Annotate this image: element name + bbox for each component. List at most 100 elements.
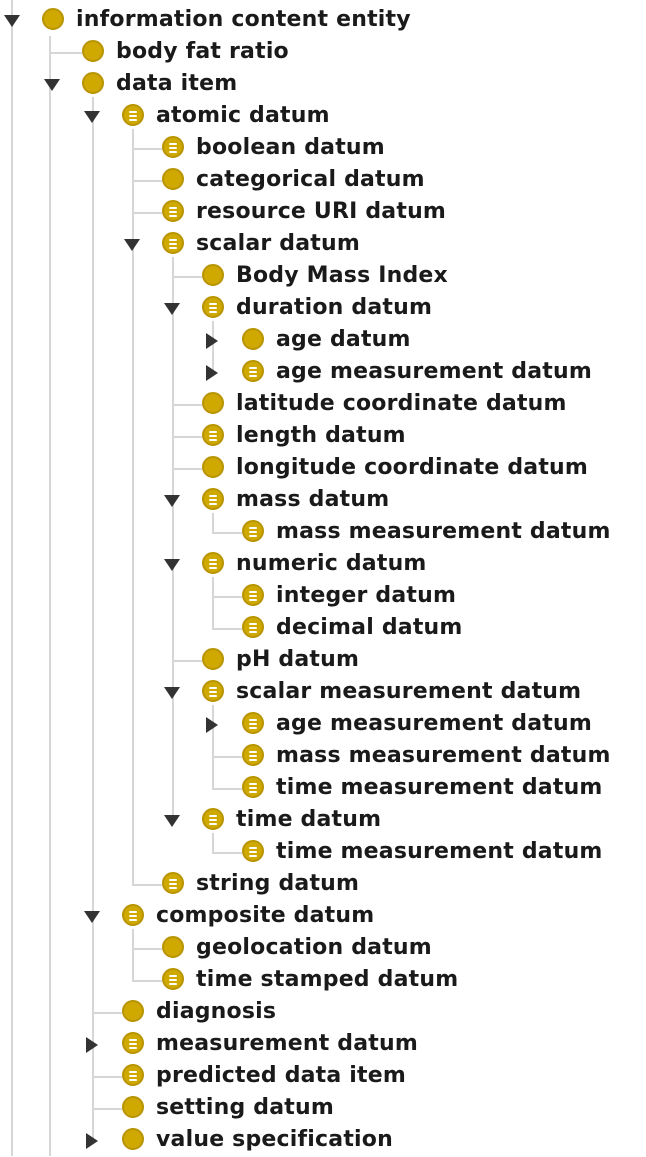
tree-node-label: mass measurement datum — [276, 519, 611, 544]
tree-node-mass-measurement-datum[interactable]: mass measurement datum — [0, 517, 646, 549]
collapse-toggle-icon[interactable] — [4, 14, 20, 28]
tree-node-age-measurement-datum[interactable]: age measurement datum — [0, 709, 646, 741]
tree-node-length-datum[interactable]: length datum — [0, 421, 646, 453]
tree-node-label: boolean datum — [196, 135, 385, 160]
tree-node-label: integer datum — [276, 583, 457, 608]
equivalent-class-icon — [242, 744, 264, 766]
tree-node-data-item[interactable]: data item — [0, 69, 646, 101]
tree-node-setting-datum[interactable]: setting datum — [0, 1093, 646, 1125]
connector-line — [212, 705, 214, 790]
class-icon — [122, 1096, 144, 1118]
connector-line — [93, 1076, 122, 1078]
tree-node-label: latitude coordinate datum — [236, 391, 567, 416]
tree-node-time-measurement-datum[interactable]: time measurement datum — [0, 773, 646, 805]
expand-toggle-icon[interactable] — [204, 717, 220, 733]
connector-line — [132, 929, 134, 982]
tree-node-integer-datum[interactable]: integer datum — [0, 581, 646, 613]
tree-node-time-datum[interactable]: time datum — [0, 805, 646, 837]
tree-node-decimal-datum[interactable]: decimal datum — [0, 613, 646, 645]
tree-node-label: time measurement datum — [276, 775, 603, 800]
connector-line — [133, 980, 162, 982]
tree-node-string-datum[interactable]: string datum — [0, 869, 646, 901]
equivalent-class-icon — [202, 552, 224, 574]
class-icon — [122, 1000, 144, 1022]
tree-node-body-fat-ratio[interactable]: body fat ratio — [0, 37, 646, 69]
equivalent-class-icon — [162, 136, 184, 158]
tree-node-label: composite datum — [156, 903, 375, 928]
tree-node-latitude-coordinate-datum[interactable]: latitude coordinate datum — [0, 389, 646, 421]
tree-node-boolean-datum[interactable]: boolean datum — [0, 133, 646, 165]
tree-node-numeric-datum[interactable]: numeric datum — [0, 549, 646, 581]
tree-node-label: information content entity — [76, 7, 411, 32]
tree-node-scalar-measurement-datum[interactable]: scalar measurement datum — [0, 677, 646, 709]
tree-node-time-stamped-datum[interactable]: time stamped datum — [0, 965, 646, 997]
tree-node-value-specification[interactable]: value specification — [0, 1125, 646, 1157]
tree-node-time-measurement-datum[interactable]: time measurement datum — [0, 837, 646, 869]
tree-node-label: mass datum — [236, 487, 390, 512]
equivalent-class-icon — [202, 808, 224, 830]
tree-node-predicted-data-item[interactable]: predicted data item — [0, 1061, 646, 1093]
connector-line — [213, 628, 242, 630]
tree-node-label: time stamped datum — [196, 967, 459, 992]
connector-line — [11, 0, 13, 1156]
tree-node-atomic-datum[interactable]: atomic datum — [0, 101, 646, 133]
expand-toggle-icon[interactable] — [84, 1037, 100, 1053]
tree-node-label: decimal datum — [276, 615, 463, 640]
tree-node-label: data item — [116, 71, 238, 96]
connector-line — [212, 513, 214, 534]
expand-toggle-icon[interactable] — [204, 365, 220, 381]
tree-node-label: numeric datum — [236, 551, 427, 576]
equivalent-class-icon — [202, 488, 224, 510]
collapse-toggle-icon[interactable] — [164, 494, 180, 508]
tree-node-label: pH datum — [236, 647, 360, 672]
equivalent-class-icon — [202, 680, 224, 702]
equivalent-class-icon — [202, 296, 224, 318]
connector-line — [213, 852, 242, 854]
tree-node-categorical-datum[interactable]: categorical datum — [0, 165, 646, 197]
tree-node-label: age measurement datum — [276, 711, 592, 736]
tree-node-label: scalar datum — [196, 231, 360, 256]
tree-node-age-measurement-datum[interactable]: age measurement datum — [0, 357, 646, 389]
collapse-toggle-icon[interactable] — [164, 814, 180, 828]
connector-line — [173, 404, 202, 406]
class-icon — [162, 936, 184, 958]
connector-line — [212, 833, 214, 854]
tree-node-label: value specification — [156, 1127, 393, 1152]
tree-node-measurement-datum[interactable]: measurement datum — [0, 1029, 646, 1061]
collapse-toggle-icon[interactable] — [164, 686, 180, 700]
tree-node-mass-measurement-datum[interactable]: mass measurement datum — [0, 741, 646, 773]
collapse-toggle-icon[interactable] — [164, 558, 180, 572]
connector-line — [173, 468, 202, 470]
collapse-toggle-icon[interactable] — [84, 110, 100, 124]
tree-node-label: measurement datum — [156, 1031, 418, 1056]
collapse-toggle-icon[interactable] — [84, 910, 100, 924]
connector-line — [92, 97, 94, 1142]
collapse-toggle-icon[interactable] — [164, 302, 180, 316]
collapse-toggle-icon[interactable] — [44, 78, 60, 92]
tree-node-age-datum[interactable]: age datum — [0, 325, 646, 357]
connector-line — [212, 577, 214, 630]
expand-toggle-icon[interactable] — [84, 1133, 100, 1149]
tree-node-longitude-coordinate-datum[interactable]: longitude coordinate datum — [0, 453, 646, 485]
tree-node-label: time measurement datum — [276, 839, 603, 864]
tree-node-duration-datum[interactable]: duration datum — [0, 293, 646, 325]
tree-node-body-mass-index[interactable]: Body Mass Index — [0, 261, 646, 293]
expand-toggle-icon[interactable] — [204, 333, 220, 349]
tree-node-geolocation-datum[interactable]: geolocation datum — [0, 933, 646, 965]
equivalent-class-icon — [242, 584, 264, 606]
tree-node-composite-datum[interactable]: composite datum — [0, 901, 646, 933]
tree-node-information-content-entity[interactable]: information content entity — [0, 5, 646, 37]
connector-line — [133, 884, 162, 886]
tree-node-mass-datum[interactable]: mass datum — [0, 485, 646, 517]
equivalent-class-icon — [162, 872, 184, 894]
connector-line — [173, 276, 202, 278]
collapse-toggle-icon[interactable] — [124, 238, 140, 252]
tree-node-scalar-datum[interactable]: scalar datum — [0, 229, 646, 261]
tree-node-label: mass measurement datum — [276, 743, 611, 768]
equivalent-class-icon — [202, 424, 224, 446]
tree-node-resource-uri-datum[interactable]: resource URI datum — [0, 197, 646, 229]
tree-node-ph-datum[interactable]: pH datum — [0, 645, 646, 677]
tree-node-diagnosis[interactable]: diagnosis — [0, 997, 646, 1029]
tree-node-label: string datum — [196, 871, 360, 896]
